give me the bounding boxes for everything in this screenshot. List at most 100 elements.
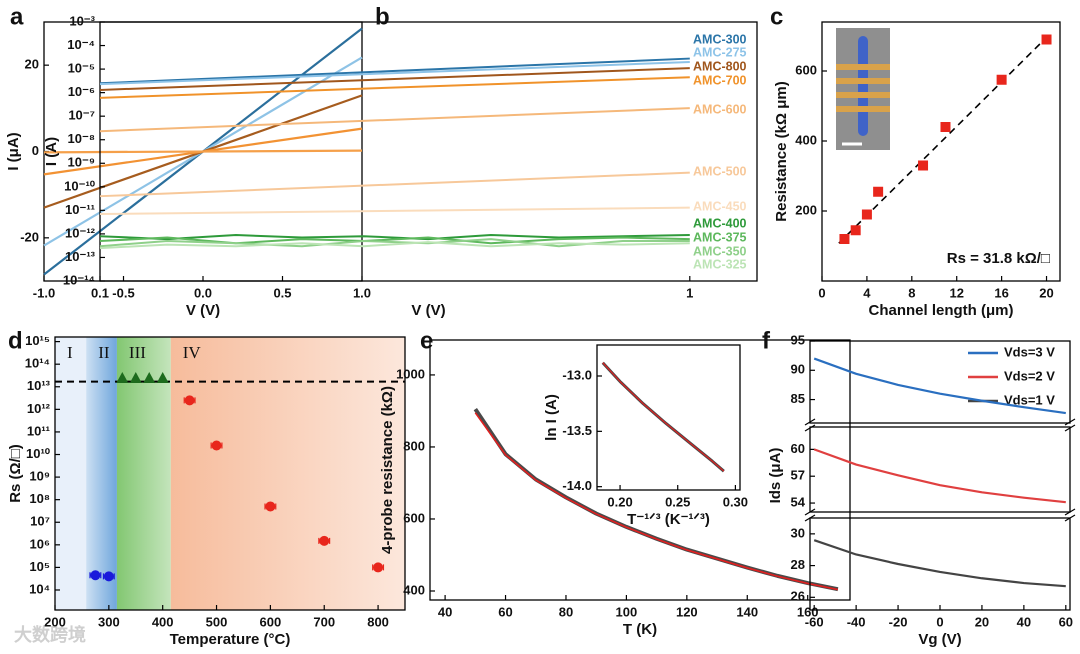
series-line: [813, 448, 1066, 504]
y-tick-label: 30: [791, 525, 805, 540]
y-tick-label: 400: [403, 582, 425, 597]
series-line: [43, 149, 363, 154]
y-tick-label: 10⁻¹³: [65, 249, 96, 264]
y-tick-label: 400: [795, 132, 817, 147]
x-tick-label: -20: [889, 614, 908, 629]
electrode: [836, 106, 890, 112]
y-tick-label: 10⁻⁸: [68, 131, 95, 146]
point: [143, 372, 156, 384]
x-tick-label: 0.20: [607, 494, 632, 509]
x-tick-label: 80: [559, 604, 573, 619]
series-line: [99, 107, 690, 133]
series-line: [602, 362, 725, 472]
x-tick-label: 20: [975, 614, 989, 629]
x-axis-label: T⁻¹ᐟ³ (K⁻¹ᐟ³): [627, 511, 710, 528]
point: [211, 440, 222, 451]
region: [170, 337, 405, 610]
legend-label: AMC-400: [693, 216, 747, 230]
x-axis-label: V (V): [411, 302, 445, 319]
y-tick-label: 90: [791, 362, 805, 377]
x-axis-label: Channel length (μm): [868, 302, 1013, 319]
y-tick-label: 10⁻⁹: [68, 155, 96, 170]
inset-micrograph: [836, 28, 890, 150]
series-line: [99, 57, 690, 85]
y-tick-label: 600: [403, 510, 425, 525]
y-tick-label: 10⁶: [30, 536, 50, 551]
x-tick-label: 16: [994, 285, 1008, 300]
point: [103, 571, 114, 582]
panel-letter: a: [10, 3, 24, 30]
axes-frame: [809, 517, 1071, 611]
point: [940, 122, 951, 132]
point: [319, 535, 330, 546]
panel-letter: b: [375, 3, 390, 30]
y-axis-label: Ids (μA): [767, 448, 784, 504]
x-axis-label: Temperature (°C): [170, 631, 291, 648]
y-tick-label: 10¹⁰: [26, 446, 51, 461]
y-tick-label: 57: [791, 468, 805, 483]
x-tick-label: 300: [98, 614, 120, 629]
y-tick-label: 10⁻³: [69, 13, 95, 28]
series-line: [99, 241, 690, 250]
x-tick-label: 160: [797, 604, 819, 619]
series-line: [813, 539, 1066, 588]
point: [116, 372, 129, 384]
watermark: 大数跨境: [14, 624, 86, 645]
x-tick-label: 0.0: [194, 285, 212, 300]
y-tick-label: 10⁻⁶: [68, 84, 95, 99]
x-tick-label: 800: [367, 614, 389, 629]
axis-break: [804, 424, 816, 432]
point: [265, 501, 276, 512]
point: [873, 186, 884, 197]
region-label: II: [98, 343, 110, 362]
y-tick-label: 10¹¹: [27, 423, 50, 438]
y-tick-label: 60: [791, 441, 805, 456]
panel-letter: d: [8, 327, 23, 354]
y-tick-label: 10⁹: [29, 469, 50, 484]
y-tick-label: 95: [791, 332, 805, 347]
axis-break: [804, 514, 816, 522]
y-tick-label: 0: [32, 143, 39, 158]
axes-frame: [596, 344, 741, 491]
x-tick-label: 0.30: [723, 494, 748, 509]
x-tick-label: 100: [616, 604, 638, 619]
x-axis-label: Vg (V): [918, 631, 961, 648]
panel-letter: e: [420, 327, 433, 354]
axes-frame: [429, 339, 851, 601]
legend-label: AMC-500: [693, 164, 747, 178]
axis-break: [804, 418, 816, 426]
point: [184, 395, 195, 406]
legend-label: AMC-350: [693, 244, 747, 258]
legend-label: Vds=2 V: [1004, 368, 1055, 383]
x-tick-label: 1.0: [353, 285, 371, 300]
y-tick-label: 1000: [396, 366, 425, 381]
y-tick-label: 10⁸: [29, 491, 50, 506]
region: [86, 337, 117, 610]
axes-frame: [809, 426, 1071, 513]
x-tick-label: -0.5: [112, 285, 134, 300]
axis-break: [1064, 418, 1076, 426]
channel: [858, 36, 868, 136]
x-axis-label: T (K): [623, 621, 657, 638]
point: [861, 209, 872, 220]
series-line: [99, 236, 690, 245]
axes-frame: [54, 336, 406, 611]
x-tick-label: 0.5: [273, 285, 291, 300]
y-tick-label: 10⁻¹¹: [65, 202, 95, 217]
legend-label: AMC-275: [693, 45, 747, 59]
electrode: [836, 92, 890, 98]
y-tick-label: 600: [795, 62, 817, 77]
series-line: [99, 67, 690, 91]
point: [90, 570, 101, 581]
x-tick-label: 0: [818, 285, 825, 300]
x-tick-label: 40: [438, 604, 452, 619]
y-axis-label: 4-probe resistance (kΩ): [379, 386, 396, 554]
x-tick-label: 140: [736, 604, 758, 619]
x-tick-label: 1: [686, 285, 693, 300]
y-tick-label: 26: [791, 589, 805, 604]
x-tick-label: 8: [908, 285, 915, 300]
region: [55, 337, 87, 610]
y-tick-label: 10⁻⁷: [68, 108, 95, 123]
point: [996, 74, 1007, 85]
series-line: [99, 61, 690, 86]
